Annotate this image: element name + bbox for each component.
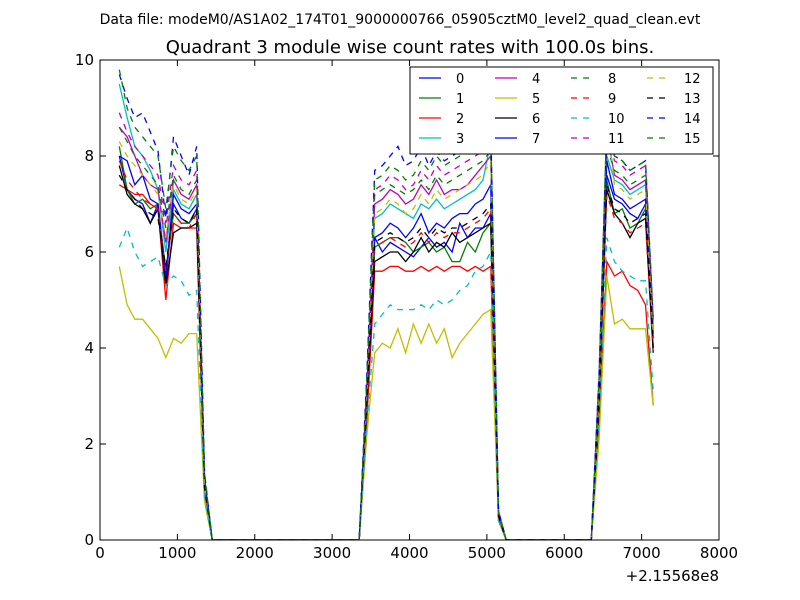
- legend-item-7: 7: [495, 132, 540, 147]
- y-tick-label: 8: [84, 147, 94, 165]
- legend-label-13: 13: [684, 92, 701, 107]
- legend-label-7: 7: [532, 132, 540, 147]
- legend-label-9: 9: [608, 92, 616, 107]
- legend-item-11: 11: [571, 132, 625, 147]
- y-tick-label: 0: [84, 531, 94, 549]
- series-line-12: [118, 112, 654, 540]
- series-line-14: [118, 74, 654, 540]
- x-tick-label: 3000: [313, 544, 351, 562]
- y-tick-label: 10: [75, 51, 94, 69]
- legend-item-6: 6: [495, 112, 540, 127]
- legend-label-8: 8: [608, 72, 616, 87]
- y-tick-label: 4: [84, 339, 94, 357]
- legend-label-4: 4: [532, 72, 540, 87]
- legend-label-12: 12: [684, 72, 701, 87]
- legend-item-13: 13: [647, 92, 701, 107]
- figure-suptitle: Data file: modeM0/AS1A02_174T01_90000007…: [100, 12, 701, 28]
- legend-item-3: 3: [419, 132, 464, 147]
- legend-item-5: 5: [495, 92, 540, 107]
- legend-item-9: 9: [571, 92, 616, 107]
- x-tick-label: 6000: [545, 544, 583, 562]
- legend-item-0: 0: [419, 72, 464, 87]
- legend-label-0: 0: [456, 72, 464, 87]
- legend-item-12: 12: [647, 72, 701, 87]
- x-tick-label: 4000: [390, 544, 428, 562]
- legend-item-8: 8: [571, 72, 616, 87]
- x-tick-label: 0: [95, 544, 105, 562]
- legend-label-3: 3: [456, 132, 464, 147]
- x-tick-label: 8000: [700, 544, 738, 562]
- y-tick-label: 6: [84, 243, 94, 261]
- legend-box: [409, 66, 714, 155]
- legend-item-10: 10: [571, 112, 625, 127]
- legend-label-10: 10: [608, 112, 625, 127]
- x-axis: 0 1000 2000 3000 4000 5000 6000 7000 8000: [95, 60, 738, 562]
- legend-label-15: 15: [684, 132, 701, 147]
- series-line-11: [118, 112, 654, 540]
- legend-label-14: 14: [684, 112, 701, 127]
- series-line-5: [118, 266, 654, 540]
- y-tick-label: 2: [84, 435, 94, 453]
- series-line-15: [118, 69, 654, 540]
- legend-item-15: 15: [647, 132, 701, 147]
- x-offset-label: +2.15568e8: [626, 567, 719, 585]
- legend-item-1: 1: [419, 92, 464, 107]
- x-tick-label: 1000: [158, 544, 196, 562]
- legend-item-4: 4: [495, 72, 540, 87]
- x-tick-label: 7000: [623, 544, 661, 562]
- series-line-2: [118, 184, 654, 540]
- legend-label-1: 1: [456, 92, 464, 107]
- chart-title: Quadrant 3 module wise count rates with …: [166, 37, 655, 58]
- legend-label-6: 6: [532, 112, 540, 127]
- legend-item-14: 14: [647, 112, 701, 127]
- series-line-10: [118, 226, 654, 540]
- legend-label-5: 5: [532, 92, 540, 107]
- legend-label-2: 2: [456, 112, 464, 127]
- legend-item-2: 2: [419, 112, 464, 127]
- x-tick-label: 5000: [468, 544, 506, 562]
- x-tick-label: 2000: [236, 544, 274, 562]
- legend-label-11: 11: [608, 132, 625, 147]
- plot-lines: [118, 69, 654, 540]
